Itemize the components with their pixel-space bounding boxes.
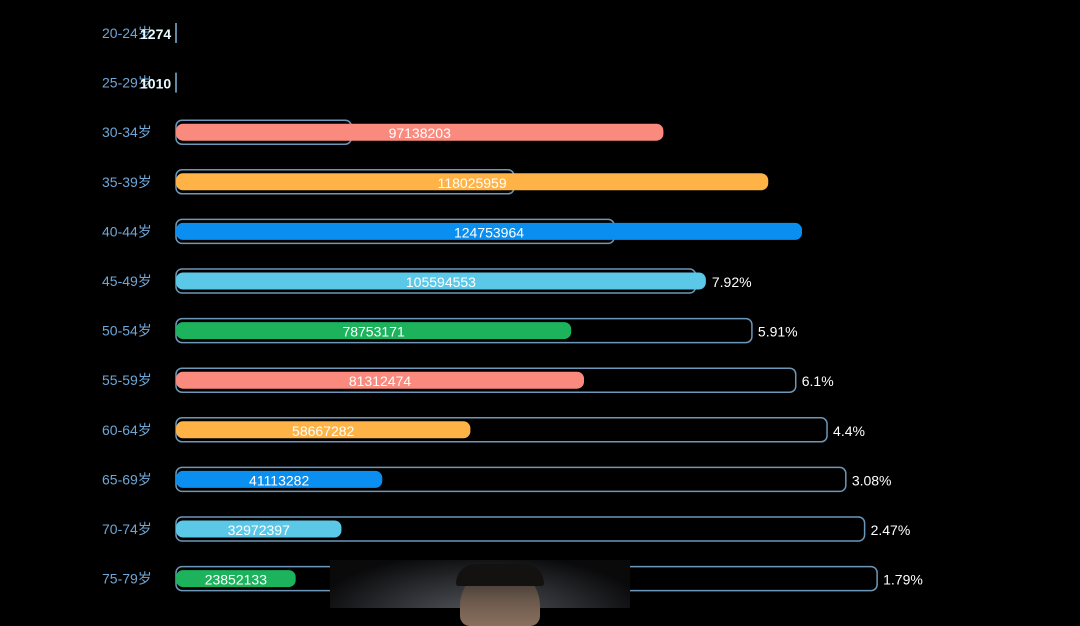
category-label: 45-49岁 (102, 273, 152, 289)
bar-value-label: 124753964 (454, 224, 524, 240)
percent-label: 6.1% (802, 373, 834, 389)
percent-label: 2.47% (871, 522, 911, 538)
bar (176, 322, 572, 340)
category-label: 70-74岁 (102, 521, 152, 537)
percent-label: 4.4% (833, 423, 865, 439)
bar-value-label: 58667282 (292, 423, 355, 439)
category-label: 75-79岁 (102, 571, 152, 587)
bar-value-label: 97138203 (389, 125, 452, 141)
category-label: 35-39岁 (102, 174, 152, 190)
category-label: 50-54岁 (102, 323, 152, 339)
bar (176, 570, 296, 588)
bar-value-label: 105594553 (406, 274, 476, 290)
bar (176, 173, 769, 191)
category-label: 30-34岁 (102, 124, 152, 140)
bar-value-label: 1010 (140, 76, 171, 92)
category-label: 25-29岁 (102, 75, 152, 91)
category-label: 60-64岁 (102, 422, 152, 438)
category-label: 65-69岁 (102, 471, 152, 487)
bar-value-label: 81312474 (349, 373, 412, 389)
bar (176, 222, 802, 240)
percent-label: 5.91% (758, 324, 798, 340)
category-label: 40-44岁 (102, 223, 152, 239)
category-label: 20-24岁 (102, 25, 152, 41)
bar-value-label: 41113282 (249, 472, 309, 488)
bar (176, 371, 585, 389)
percent-label: 3.08% (852, 472, 892, 488)
bar-value-label: 23852133 (205, 572, 268, 588)
bar-value-label: 118025959 (438, 175, 507, 191)
percent-label: 1.79% (883, 572, 923, 588)
percent-label: 7.92% (712, 274, 752, 290)
bar (176, 520, 342, 538)
bar-value-label: 78753171 (342, 324, 405, 340)
bar (176, 123, 664, 141)
bar-value-label: 32972397 (228, 522, 291, 538)
bar (176, 421, 471, 439)
presenter-video-overlay (330, 560, 630, 626)
presenter-hair (456, 564, 544, 586)
bar (176, 470, 383, 488)
category-label: 55-59岁 (102, 372, 152, 388)
bar (176, 272, 706, 290)
bar-value-label: 1274 (140, 26, 171, 42)
